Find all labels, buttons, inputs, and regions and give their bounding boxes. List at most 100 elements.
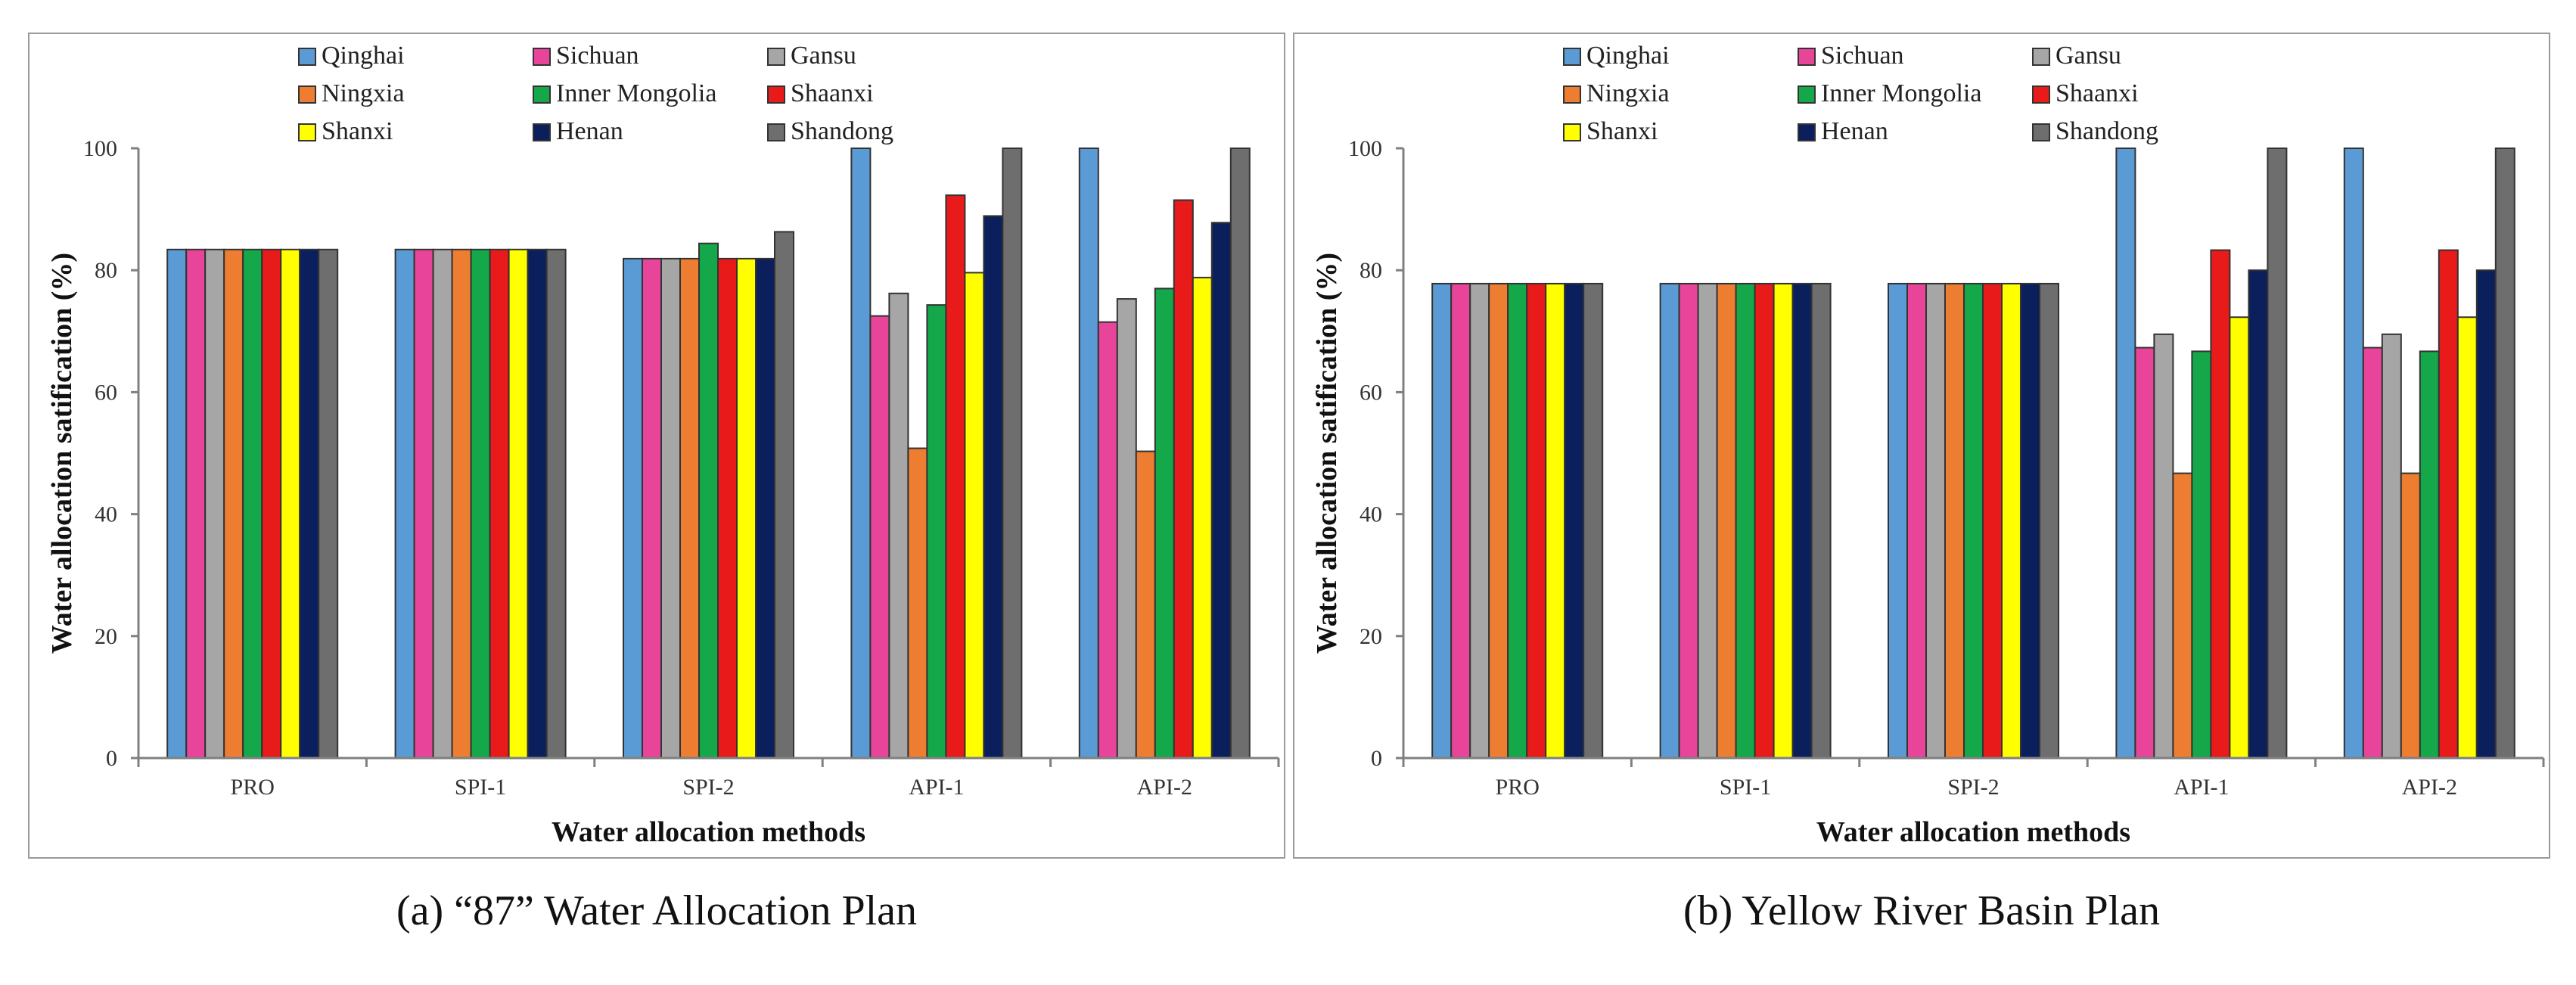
legend-item: Qinghai	[298, 42, 405, 70]
x-tick-label: SPI-1	[1720, 775, 1771, 800]
bar-ningxia	[679, 257, 700, 759]
legend-swatch	[2032, 123, 2050, 141]
bar-henan	[1210, 222, 1232, 760]
x-tick-label: API-2	[1137, 775, 1192, 800]
bar-qinghai	[2115, 148, 2136, 759]
bar-shandong	[1810, 282, 1832, 759]
y-tick-label: 100	[1348, 136, 1382, 161]
legend-label: Shandong	[791, 117, 893, 145]
bar-ningxia	[1135, 450, 1156, 759]
y-tick-label: 20	[95, 624, 117, 649]
legend-item: Gansu	[2032, 42, 2121, 70]
bar-ningxia	[451, 248, 472, 759]
legend-item: Sichuan	[533, 42, 639, 70]
y-axis-title: Water allocation satification (%)	[46, 253, 78, 654]
bar-inner-mongolia	[2191, 350, 2212, 759]
chart-panel-a: Qinghai Sichuan Gansu Ningxia Inner Mongolia…	[28, 33, 1285, 934]
legend-item: Ningxia	[298, 79, 405, 107]
legend-label: Gansu	[791, 42, 856, 70]
bar-shaanxi	[1982, 282, 2003, 759]
bar-gansu	[2381, 333, 2402, 759]
legend-item: Shanxi	[1563, 117, 1658, 145]
legend-swatch	[298, 123, 316, 141]
legend-swatch	[2032, 85, 2050, 104]
legend-label: Ningxia	[322, 79, 405, 107]
y-tick-label: 60	[95, 380, 117, 405]
bar-shandong	[545, 248, 567, 759]
y-tick-label: 100	[83, 136, 117, 161]
legend-swatch	[1798, 48, 1816, 66]
legend-swatch	[533, 48, 551, 66]
bar-gansu	[204, 248, 225, 759]
x-tick-label: SPI-1	[455, 775, 506, 800]
bar-inner-mongolia	[926, 304, 947, 759]
x-ticks: PRO SPI-1 SPI-2 API-1 API-2	[1402, 758, 2545, 800]
bar-shandong	[2267, 148, 2288, 759]
bar-shaanxi	[489, 248, 510, 759]
bar-sichuan	[1450, 282, 1471, 759]
bar-sichuan	[413, 248, 434, 759]
chart-panel-b: Qinghai Sichuan Gansu Ningxia Inner Mongolia…	[1293, 33, 2550, 934]
bar-gansu	[1116, 298, 1137, 760]
bar-qinghai	[1078, 148, 1099, 759]
x-tick-label: SPI-2	[1947, 775, 1999, 800]
bar-shaanxi	[1754, 282, 1775, 759]
bar-qinghai	[394, 248, 415, 759]
bar-sichuan	[2134, 346, 2155, 759]
plot-area: 0 20 40 60 80 100 PRO SPI-1 SPI-2 API-1 API-2	[1348, 136, 2545, 800]
bar-ningxia	[1716, 282, 1737, 759]
legend-swatch	[298, 85, 316, 104]
bar-shanxi	[508, 248, 529, 759]
legend-swatch	[298, 48, 316, 66]
legend-label: Inner Mongolia	[1821, 79, 1981, 107]
axes	[137, 148, 1279, 760]
legend-item: Shaanxi	[767, 79, 874, 107]
legend-item: Shandong	[2032, 117, 2158, 145]
bar-inner-mongolia	[1507, 282, 1528, 759]
bar-gansu	[2153, 333, 2174, 759]
bar-henan	[299, 248, 320, 759]
bar-sichuan	[1097, 321, 1118, 759]
legend-swatch	[1563, 48, 1581, 66]
bar-henan	[755, 257, 775, 759]
bar-henan	[527, 248, 548, 759]
bar-qinghai	[1888, 282, 1908, 759]
legend: Qinghai Sichuan Gansu Ningxia Inner Mongolia…	[298, 42, 893, 145]
bar-shaanxi	[2438, 249, 2459, 759]
legend-label: Shanxi	[322, 117, 393, 145]
legend-label: Inner Mongolia	[556, 79, 716, 107]
y-ticks: 0 20 40 60 80 100	[1348, 136, 1403, 771]
legend-swatch	[767, 123, 785, 141]
legend-item: Henan	[533, 117, 623, 145]
legend-label: Shanxi	[1586, 117, 1658, 145]
legend-label: Qinghai	[1586, 42, 1670, 70]
x-axis-title: Water allocation methods	[552, 816, 865, 848]
bar-gansu	[1925, 282, 1946, 759]
bar-shanxi	[2229, 316, 2250, 759]
bar-sichuan	[185, 248, 207, 759]
bar-qinghai	[2343, 148, 2364, 759]
y-tick-label: 20	[1359, 624, 1382, 649]
bar-shanxi	[1773, 282, 1794, 759]
bar-shandong	[2039, 282, 2059, 759]
bar-gansu	[660, 257, 681, 759]
bar-gansu	[888, 292, 909, 759]
panel-caption-a: (a) “87” Water Allocation Plan	[396, 887, 917, 934]
bar-shaanxi	[1173, 199, 1194, 759]
y-tick-label: 80	[1359, 258, 1382, 283]
bar-henan	[2020, 282, 2040, 759]
legend-item: Shandong	[767, 117, 893, 145]
x-tick-label: API-1	[909, 775, 964, 800]
legend-swatch	[533, 123, 551, 141]
bar-shaanxi	[945, 194, 966, 759]
plot-area: 0 20 40 60 80 100 PRO SPI-1 SPI-2 API-1 API-2	[83, 136, 1280, 800]
legend-label: Ningxia	[1586, 79, 1670, 107]
y-tick-label: 40	[1359, 502, 1382, 527]
legend-swatch	[1798, 85, 1816, 104]
legend-label: Qinghai	[322, 42, 405, 70]
bar-shaanxi	[261, 248, 282, 759]
bar-shandong	[2494, 148, 2515, 759]
bar-shanxi	[964, 272, 985, 759]
y-ticks: 0 20 40 60 80 100	[83, 136, 138, 771]
bar-shaanxi	[2210, 249, 2231, 759]
